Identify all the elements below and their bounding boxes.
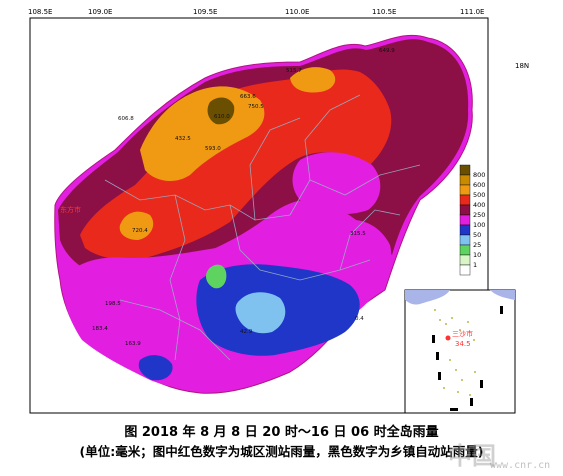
station-value: 593.0 <box>205 146 221 152</box>
rain-band-500 <box>80 69 392 260</box>
inset-coast <box>405 290 450 305</box>
lat-label: 18N <box>515 62 529 70</box>
station-value: 42.9 <box>240 329 253 335</box>
legend-swatch <box>459 174 471 186</box>
legend-swatch <box>459 264 471 276</box>
rain-band-10 <box>206 264 227 289</box>
station-values: 649.9 515.7 663.6 432.5 593.0 610.0 750.… <box>92 48 395 347</box>
inset-coast-2 <box>490 290 515 300</box>
legend-label: 250 <box>473 211 485 219</box>
legend-label: 100 <box>473 221 485 229</box>
rain-band-600-west <box>119 211 154 240</box>
legend-label: 500 <box>473 191 485 199</box>
station-value: 606.8 <box>118 116 134 122</box>
station-value: 720.4 <box>132 228 148 234</box>
station-value: 649.9 <box>379 48 395 54</box>
rainfall-map: 108.5E 109.0E 109.5E 110.0E 110.5E 111.0… <box>28 8 529 414</box>
legend-label: 50 <box>473 231 481 239</box>
legend-swatch <box>459 184 471 196</box>
lon-label: 110.0E <box>285 8 309 16</box>
inset-map: 三沙市 34.5 <box>404 289 516 414</box>
lon-label: 109.5E <box>193 8 217 16</box>
legend-label: 10 <box>473 251 481 259</box>
legend-label: 25 <box>473 241 481 249</box>
figure-caption-note: (单位:毫米；图中红色数字为城区测站雨量，黑色数字为乡镇自动站雨量) <box>79 444 484 459</box>
legend-swatch <box>459 254 471 266</box>
legend-label: 400 <box>473 201 485 209</box>
station-value: 663.6 <box>240 94 256 100</box>
station-value: 0.4 <box>355 316 364 322</box>
legend-swatch <box>459 234 471 246</box>
station-value: 163.9 <box>125 341 141 347</box>
inset-city-label: 三沙市 <box>452 329 473 338</box>
longitude-axis: 108.5E 109.0E 109.5E 110.0E 110.5E 111.0… <box>28 8 484 16</box>
inset-islands <box>434 309 476 396</box>
station-value: 198.5 <box>105 301 121 307</box>
watermark-logo: 中国 <box>448 442 496 470</box>
station-value: 750.5 <box>248 104 264 110</box>
legend-label: 1 <box>473 261 477 269</box>
legend-label: 800 <box>473 171 485 179</box>
lon-label: 109.0E <box>88 8 112 16</box>
county-borders <box>104 94 421 361</box>
lon-label: 110.5E <box>372 8 396 16</box>
station-value: 315.5 <box>350 231 366 237</box>
legend-swatch <box>459 214 471 226</box>
legend-swatch <box>459 204 471 216</box>
rain-band-50-south <box>138 355 173 381</box>
rain-band-25 <box>235 292 286 334</box>
rain-band-250-east <box>292 152 381 215</box>
lon-label: 111.0E <box>460 8 484 16</box>
city-label-dongfang: 东方市 <box>60 205 81 214</box>
station-value: 610.0 <box>214 114 230 120</box>
inset-city-marker <box>445 335 451 341</box>
legend-swatch <box>459 244 471 256</box>
inset-dashes <box>432 306 503 411</box>
station-value: 515.7 <box>286 68 302 74</box>
rain-band-800 <box>207 97 235 125</box>
legend-swatch <box>459 194 471 206</box>
station-value: 183.4 <box>92 326 108 332</box>
figure-caption-title: 图 2018 年 8 月 8 日 20 时～16 日 06 时全岛雨量 <box>124 425 439 440</box>
lon-label: 108.5E <box>28 8 52 16</box>
inset-city-value: 34.5 <box>455 340 471 348</box>
station-value: 432.5 <box>175 136 191 142</box>
legend-label: 600 <box>473 181 485 189</box>
legend: 800 600 500 400 250 100 50 25 10 1 <box>459 164 485 276</box>
legend-swatch <box>459 224 471 236</box>
legend-swatch <box>459 164 471 176</box>
rain-band-600-north <box>290 67 336 93</box>
watermark-url: www.cnr.cn <box>490 460 551 471</box>
